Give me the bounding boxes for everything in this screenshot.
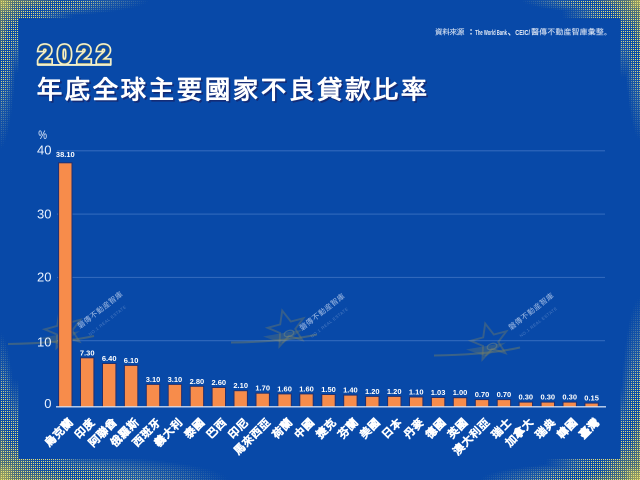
svg-text:CEIC/: CEIC/ [515, 30, 530, 37]
svg-text:1.60: 1.60 [277, 384, 292, 393]
svg-text:6.10: 6.10 [124, 356, 139, 365]
svg-text:0.15: 0.15 [584, 394, 599, 403]
svg-text:0.70: 0.70 [475, 390, 490, 399]
svg-text:1.20: 1.20 [387, 387, 402, 396]
svg-text:1.60: 1.60 [299, 384, 314, 393]
svg-text:The World Bank: The World Bank [475, 30, 507, 37]
svg-text:1.10: 1.10 [409, 388, 424, 397]
svg-text:6.40: 6.40 [102, 354, 117, 363]
svg-text:1.70: 1.70 [255, 384, 270, 393]
svg-text:1.03: 1.03 [431, 388, 446, 397]
svg-text:0.70: 0.70 [497, 390, 512, 399]
svg-text:%: % [38, 129, 47, 142]
svg-text:38.10: 38.10 [56, 150, 75, 159]
svg-text:10: 10 [37, 334, 51, 349]
svg-text:3.10: 3.10 [168, 375, 183, 384]
svg-text:0.30: 0.30 [540, 393, 555, 402]
svg-text:1.00: 1.00 [453, 388, 468, 397]
svg-text:1.20: 1.20 [365, 387, 380, 396]
svg-text:1.40: 1.40 [343, 386, 358, 395]
svg-text:2.10: 2.10 [233, 381, 248, 390]
svg-text:7.30: 7.30 [80, 348, 95, 357]
svg-text:0.30: 0.30 [518, 393, 533, 402]
svg-text:20: 20 [37, 270, 51, 285]
svg-text:0.30: 0.30 [562, 393, 577, 402]
svg-text:40: 40 [37, 142, 51, 157]
svg-text:30: 30 [37, 206, 51, 221]
svg-text:2.80: 2.80 [190, 377, 205, 386]
svg-text:0: 0 [44, 396, 51, 411]
svg-text:1.50: 1.50 [321, 385, 336, 394]
svg-text:2.60: 2.60 [211, 378, 226, 387]
svg-text:3.10: 3.10 [146, 375, 161, 384]
